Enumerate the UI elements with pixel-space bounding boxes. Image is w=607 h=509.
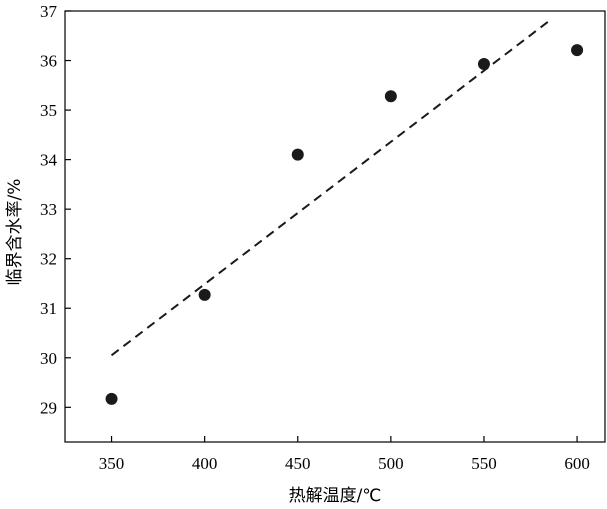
x-tick-label: 350 bbox=[99, 454, 125, 473]
y-axis-title: 临界含水率/% bbox=[5, 179, 25, 286]
plot-frame bbox=[64, 10, 606, 443]
data-point bbox=[198, 288, 211, 301]
data-point bbox=[291, 148, 304, 161]
x-tick-label: 500 bbox=[378, 454, 404, 473]
y-tick-label: 29 bbox=[40, 398, 57, 417]
x-axis: 350 400 450 500 550 600 bbox=[99, 436, 590, 473]
plot-area bbox=[64, 10, 606, 443]
y-tick-label: 32 bbox=[40, 250, 57, 269]
y-axis: 29 30 31 32 33 34 35 36 37 bbox=[40, 2, 71, 417]
data-point bbox=[384, 90, 397, 103]
x-tick-label: 550 bbox=[471, 454, 497, 473]
data-point bbox=[477, 58, 490, 71]
trendline-group bbox=[110, 20, 550, 357]
y-tick-label: 31 bbox=[40, 299, 57, 318]
y-tick-label: 36 bbox=[40, 52, 57, 71]
data-point bbox=[571, 44, 584, 57]
trendline bbox=[110, 20, 550, 357]
data-points bbox=[105, 44, 584, 405]
y-tick-label: 34 bbox=[40, 151, 58, 170]
x-axis-title: 热解温度/℃ bbox=[289, 486, 382, 506]
y-tick-label: 35 bbox=[40, 101, 57, 120]
y-tick-label: 30 bbox=[40, 349, 57, 368]
data-point bbox=[105, 392, 118, 405]
y-tick-label: 33 bbox=[40, 200, 57, 219]
x-tick-label: 450 bbox=[285, 454, 311, 473]
x-tick-label: 400 bbox=[192, 454, 218, 473]
y-tick-label: 37 bbox=[40, 2, 58, 21]
x-tick-label: 600 bbox=[564, 454, 590, 473]
